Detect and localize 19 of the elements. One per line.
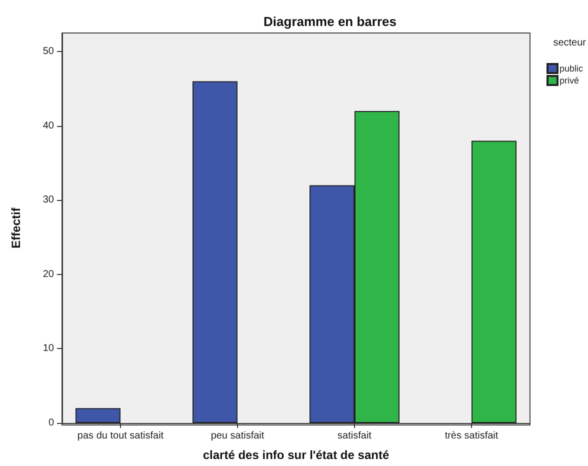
chart-title: Diagramme en barres — [264, 14, 396, 29]
bar — [192, 81, 238, 423]
x-tick-label: pas du tout satisfait — [77, 430, 164, 442]
bar — [472, 140, 516, 423]
y-tick-label: 40 — [42, 120, 54, 132]
legend-label: privé — [559, 76, 579, 86]
y-tick-label: 50 — [42, 46, 54, 58]
legend-label: public — [559, 64, 584, 74]
y-tick-label: 0 — [48, 418, 54, 428]
x-tick-label: très satisfait — [444, 430, 498, 442]
y-tick-label: 30 — [42, 194, 54, 206]
y-tick-label: 20 — [42, 268, 54, 280]
x-tick-label: satisfait — [338, 430, 372, 442]
y-tick-label: 10 — [42, 343, 54, 354]
y-axis-title: Effectif — [9, 206, 23, 248]
legend-title: secteur — [553, 38, 587, 48]
bar — [76, 408, 120, 423]
x-tick-label: peu satisfait — [210, 430, 264, 442]
x-axis-title: clarté des info sur l'état de santé — [202, 448, 390, 462]
